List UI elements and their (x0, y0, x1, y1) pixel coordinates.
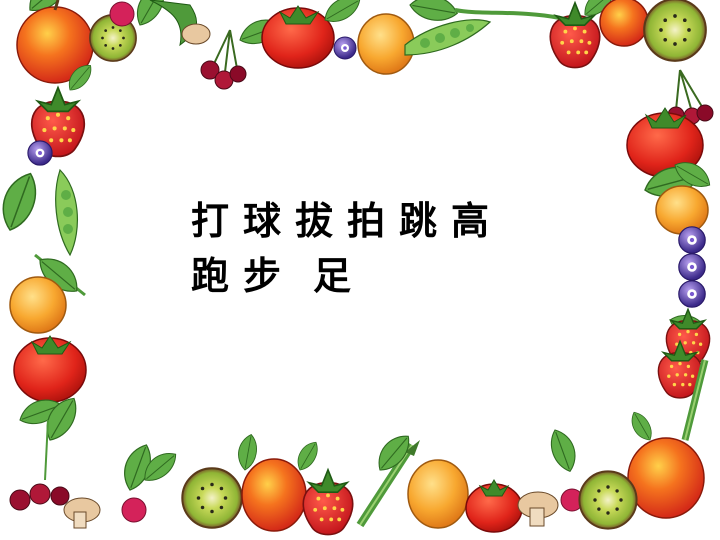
character: 高 (450, 199, 489, 243)
apple-icon (627, 437, 705, 519)
orange-icon (407, 459, 469, 529)
left-border (0, 59, 101, 529)
apple-icon (599, 0, 649, 47)
orange-icon (9, 276, 67, 334)
word-row-2: 跑步足 (190, 245, 364, 300)
top-border (16, 0, 707, 90)
character: 跳 (398, 199, 437, 243)
bottom-border (117, 425, 638, 536)
character: 球 (242, 199, 281, 243)
flower-icon (27, 140, 53, 166)
word-row-1: 打球拔拍跳高 (190, 190, 502, 245)
grapes-icon (678, 226, 706, 308)
character: 足 (312, 254, 351, 298)
radish-icon (121, 497, 147, 523)
pea-pod-icon (404, 19, 492, 56)
flower-icon (333, 36, 357, 60)
mushroom-icon (181, 23, 211, 45)
character: 拔 (294, 199, 333, 243)
kiwi-icon (643, 0, 707, 62)
apple-icon (241, 458, 307, 532)
kiwi-icon (181, 467, 243, 529)
cherries-icon (200, 29, 247, 90)
cherries-icon (9, 483, 70, 511)
right-border (626, 69, 716, 519)
character: 打 (190, 199, 229, 243)
kiwi-icon (578, 470, 638, 530)
strawberry-icon (302, 468, 354, 536)
radish-icon (109, 1, 135, 27)
character: 拍 (346, 199, 385, 243)
pea-pod-icon (55, 168, 79, 257)
character: 跑 (190, 254, 229, 298)
orange-icon (655, 185, 709, 235)
character: 步 (242, 254, 281, 298)
